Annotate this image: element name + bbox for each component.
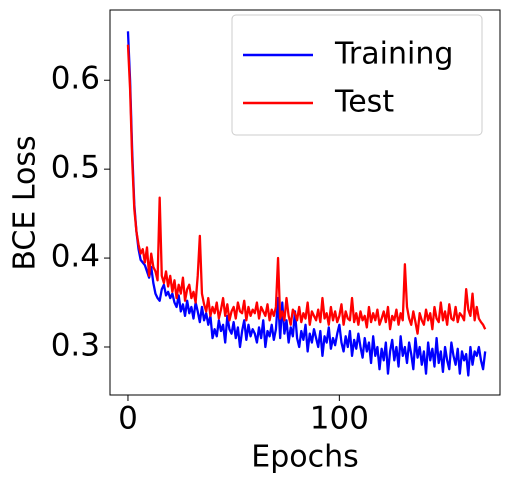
x-tick-label: 100 (310, 401, 369, 437)
y-axis-label: BCE Loss (8, 135, 43, 270)
legend-label: Test (334, 85, 394, 120)
y-tick-label: 0.4 (51, 239, 100, 275)
legend-label: Training (334, 37, 453, 72)
x-axis-label: Epochs (251, 440, 359, 475)
x-tick-label: 0 (118, 401, 138, 437)
y-tick-label: 0.5 (51, 150, 100, 186)
y-tick-label: 0.6 (51, 61, 100, 97)
legend-box (231, 14, 483, 136)
line-series (126, 44, 487, 335)
y-tick-label: 0.3 (51, 327, 100, 363)
line-series (126, 31, 487, 377)
plot-frame (109, 9, 501, 396)
